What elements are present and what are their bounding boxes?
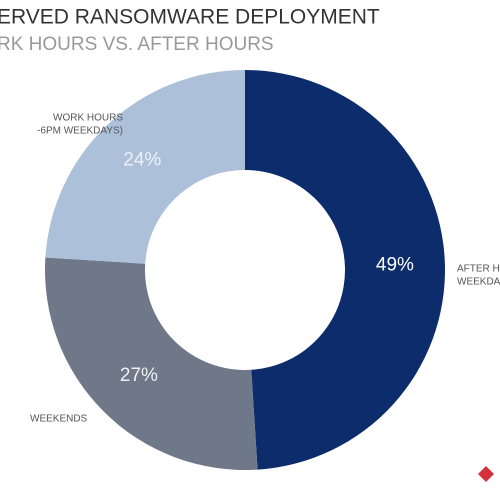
logo <box>478 466 494 482</box>
value-label: 24% <box>123 150 161 171</box>
donut-segment <box>245 70 445 470</box>
category-label: AFTER H <box>457 264 500 275</box>
category-label: WEEKENDS <box>30 414 88 425</box>
value-label: 49% <box>376 254 414 275</box>
category-label: WORK HOURS <box>53 113 123 124</box>
chart-title: ERVED RANSOMWARE DEPLOYMENT <box>0 6 380 29</box>
chart-subtitle: RK HOURS VS. AFTER HOURS <box>0 34 274 55</box>
value-label: 27% <box>120 365 158 386</box>
donut-segment <box>44 257 258 470</box>
category-label: WEEKDA <box>457 277 500 288</box>
category-label: -6PM WEEKDAYS) <box>37 126 123 137</box>
donut-segment <box>45 70 245 264</box>
